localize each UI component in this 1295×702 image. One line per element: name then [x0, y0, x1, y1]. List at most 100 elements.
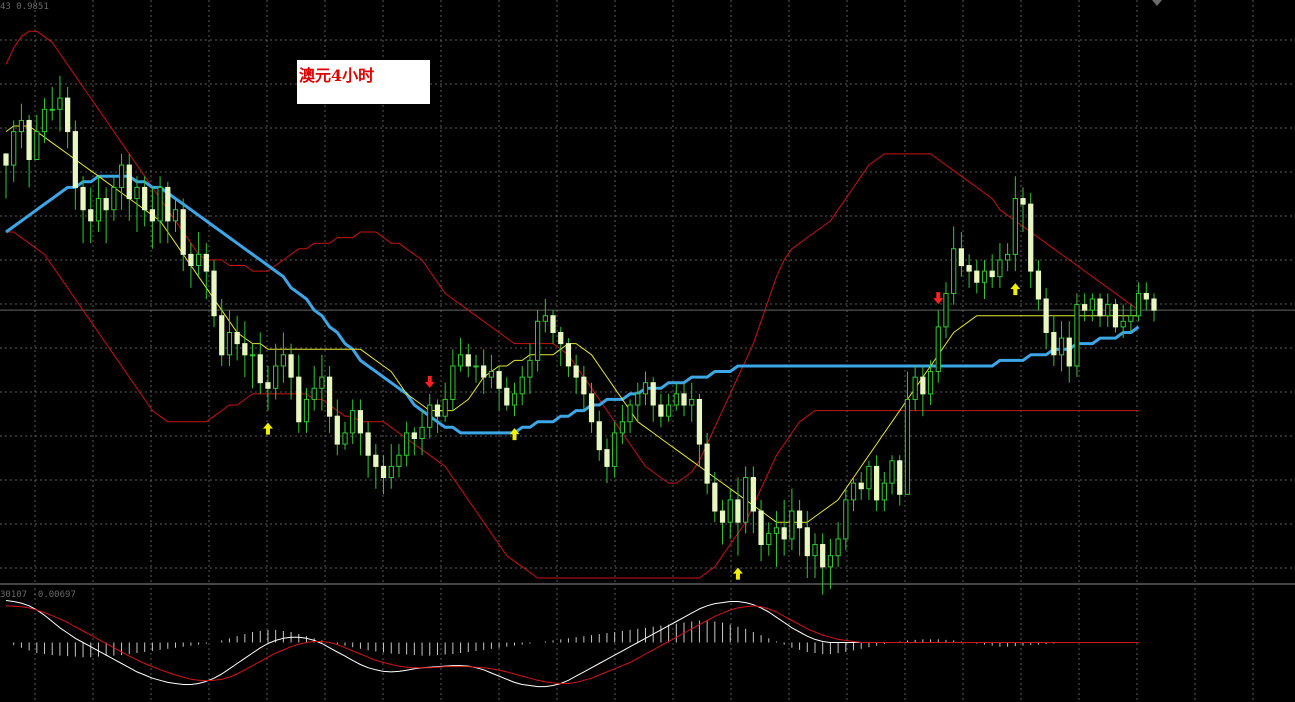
candle-body — [242, 343, 248, 356]
candle-body — [727, 499, 733, 523]
candle-body — [41, 108, 48, 133]
candle-body — [573, 365, 579, 378]
candle-body — [326, 376, 333, 417]
candle-body — [951, 248, 957, 294]
candle-body — [26, 119, 32, 161]
buy-arrow-icon — [732, 567, 743, 580]
candle-body — [49, 108, 55, 111]
candle-body — [981, 270, 988, 283]
candle-body — [365, 432, 371, 456]
candle-body — [388, 465, 394, 479]
candle-body — [858, 482, 864, 490]
candle-body — [974, 270, 980, 283]
candle-body — [265, 382, 271, 389]
candle-body — [1151, 298, 1157, 311]
candle-body — [681, 393, 687, 406]
candle-body — [404, 432, 410, 456]
candle-body — [457, 354, 464, 367]
candle-body — [180, 209, 186, 255]
candle-body — [889, 460, 895, 484]
candle-body — [419, 426, 425, 439]
candle-body — [473, 365, 479, 368]
candle-body — [319, 376, 325, 389]
sell-arrow-icon — [424, 375, 435, 388]
candle-body — [927, 371, 934, 395]
candle-body — [442, 398, 448, 417]
candle-body — [658, 404, 664, 417]
candle-body — [103, 198, 109, 211]
candle-body — [465, 354, 471, 367]
candle-body — [296, 376, 302, 423]
candle-body — [357, 410, 364, 434]
candle-body — [635, 393, 641, 406]
candle-body — [735, 499, 741, 523]
candle-body — [535, 320, 541, 361]
candle-body — [1120, 320, 1126, 328]
bollinger-upper-line — [5, 30, 1139, 484]
candle-body — [1128, 315, 1134, 322]
candle-body — [1082, 304, 1088, 311]
candle-body — [935, 326, 941, 373]
candle-body — [773, 527, 780, 534]
candle-body — [311, 387, 317, 400]
candle-body — [157, 186, 163, 222]
candle-body — [843, 499, 849, 540]
candle-body — [665, 404, 672, 417]
candle-body — [650, 382, 656, 406]
candle-body — [334, 415, 340, 445]
candle-body — [1135, 292, 1142, 317]
candle-body — [80, 186, 86, 211]
candle-body — [481, 365, 487, 378]
candle-body — [689, 398, 695, 406]
candle-body — [719, 510, 726, 523]
candle-body — [565, 343, 572, 367]
candle-body — [1020, 198, 1026, 205]
candle-body — [796, 510, 803, 529]
candle-body — [273, 365, 279, 389]
candle-body — [118, 164, 125, 188]
candle-body — [1143, 292, 1149, 300]
candle-body — [820, 544, 826, 568]
candle-body — [65, 97, 71, 133]
buy-arrow-icon — [509, 428, 520, 441]
candle-body — [712, 482, 718, 512]
candle-body — [866, 465, 872, 490]
candle-body — [1051, 331, 1057, 356]
candle-body — [704, 443, 710, 484]
candle-body — [111, 186, 117, 211]
candle-body — [850, 482, 857, 501]
candle-body — [673, 393, 679, 406]
candle-body — [303, 398, 310, 423]
candle-body — [219, 315, 225, 356]
candle-body — [1043, 298, 1049, 333]
candle-body — [1066, 337, 1072, 367]
candle-body — [804, 527, 810, 557]
candle-body — [88, 209, 94, 222]
candle-body — [881, 482, 887, 501]
scroll-down-icon[interactable] — [1152, 0, 1162, 6]
candle-body — [627, 404, 633, 423]
candle-body — [11, 131, 17, 166]
candle-body — [1089, 298, 1095, 311]
candle-body — [1058, 337, 1065, 356]
candle-body — [835, 538, 841, 557]
candle-body — [874, 465, 880, 501]
sell-arrow-icon — [933, 292, 944, 305]
buy-arrow-icon — [1010, 283, 1021, 296]
candle-body — [396, 454, 402, 467]
macd-indicator-readout: 30107 -0.00697 — [0, 590, 76, 600]
slow-ma-line — [5, 174, 1140, 435]
candle-body — [750, 477, 756, 512]
candle-body — [257, 354, 263, 384]
candle-body — [550, 315, 556, 333]
candle-body — [812, 544, 818, 557]
candle-body — [142, 186, 148, 211]
candle-body — [288, 354, 294, 378]
candle-body — [1028, 203, 1034, 272]
candle-body — [912, 376, 918, 400]
candle-body — [411, 432, 417, 440]
candle-body — [134, 186, 140, 200]
candle-body — [604, 449, 610, 467]
candle-body — [95, 198, 102, 222]
